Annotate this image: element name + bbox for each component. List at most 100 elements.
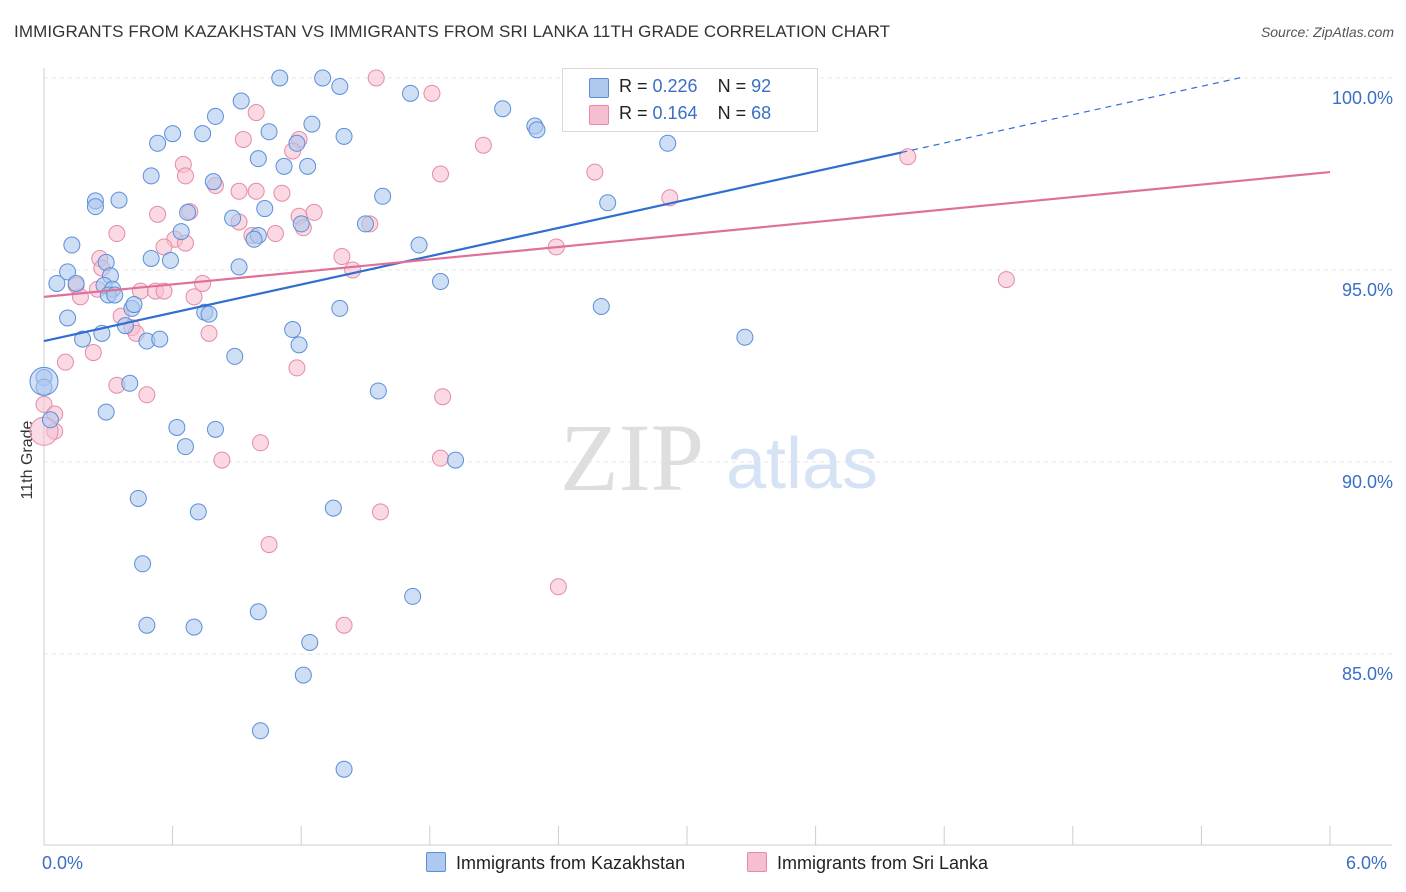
data-point-sri-lanka	[251, 434, 269, 452]
legend-n-value: 92	[751, 76, 772, 96]
data-point-kazakhstan	[331, 77, 349, 95]
data-point-kazakhstan	[284, 321, 302, 339]
trend-line-kazakhstan-extension	[901, 76, 1245, 154]
data-point-kazakhstan	[303, 115, 321, 133]
data-point-sri-lanka	[434, 388, 452, 406]
y-tick-label: 85.0%	[1342, 664, 1393, 684]
legend-r-value: 0.164	[652, 103, 698, 123]
data-point-kazakhstan	[206, 107, 224, 125]
data-point-kazakhstan	[331, 299, 349, 317]
data-point-kazakhstan	[179, 203, 197, 221]
data-point-sri-lanka	[288, 359, 306, 377]
data-point-kazakhstan	[301, 633, 319, 651]
data-point-sri-lanka	[194, 274, 212, 292]
data-point-kazakhstan	[249, 150, 267, 168]
gridlines	[44, 77, 1392, 655]
x-tick-label-min: 0.0%	[42, 853, 84, 873]
data-point-kazakhstan	[369, 382, 387, 400]
data-point-kazakhstan	[249, 603, 267, 621]
data-point-sri-lanka	[176, 167, 194, 185]
data-point-kazakhstan	[432, 273, 450, 291]
bottom-legend-swatch-sri-lanka	[747, 852, 767, 872]
data-point-kazakhstan	[292, 215, 310, 233]
data-point-kazakhstan	[63, 236, 81, 254]
data-point-kazakhstan	[59, 263, 77, 281]
data-point-sri-lanka	[997, 271, 1015, 289]
data-point-kazakhstan	[357, 215, 374, 233]
data-point-kazakhstan	[200, 305, 218, 323]
series-kazakhstan	[29, 69, 754, 778]
data-point-kazakhstan	[129, 489, 147, 507]
data-point-kazakhstan	[48, 274, 66, 292]
data-point-kazakhstan	[67, 274, 85, 292]
legend-n-label: N =	[717, 76, 752, 96]
data-point-kazakhstan	[194, 125, 212, 143]
data-point-kazakhstan	[164, 125, 182, 143]
data-point-kazakhstan	[251, 722, 269, 740]
data-point-sri-lanka	[549, 578, 567, 596]
data-point-kazakhstan	[138, 616, 156, 634]
data-point-kazakhstan	[324, 499, 342, 517]
data-point-sri-lanka	[335, 616, 353, 634]
x-tick-label-max: 6.0%	[1346, 853, 1388, 873]
source-credit: Source: ZipAtlas.com	[1260, 24, 1394, 40]
stats-legend: R = 0.226 N = 92 R = 0.164 N = 68	[562, 68, 818, 132]
data-point-kazakhstan	[116, 317, 134, 335]
legend-swatch-kazakhstan	[589, 78, 609, 98]
bottom-legend-label-kazakhstan: Immigrants from Kazakhstan	[456, 853, 686, 873]
y-tick-labels: 100.0% 95.0% 90.0% 85.0%	[1332, 88, 1393, 684]
data-point-kazakhstan	[528, 121, 546, 139]
y-tick-label: 95.0%	[1342, 280, 1393, 300]
data-point-sri-lanka	[138, 386, 156, 404]
data-point-sri-lanka	[333, 248, 351, 266]
watermark: ZIP atlas	[560, 404, 878, 511]
data-point-kazakhstan	[189, 503, 207, 521]
chart-title: IMMIGRANTS FROM KAZAKHSTAN VS IMMIGRANTS…	[14, 22, 891, 41]
data-point-kazakhstan	[206, 420, 224, 438]
data-point-sri-lanka	[149, 205, 167, 223]
data-point-kazakhstan	[176, 438, 194, 456]
data-point-kazakhstan	[335, 127, 353, 145]
data-point-kazakhstan	[185, 618, 203, 636]
data-point-kazakhstan	[41, 411, 59, 429]
trend-line-kazakhstan	[43, 151, 902, 343]
data-point-kazakhstan	[447, 451, 465, 469]
data-point-sri-lanka	[56, 353, 74, 371]
data-point-kazakhstan	[245, 230, 263, 248]
axes	[43, 68, 1392, 846]
data-point-sri-lanka	[35, 395, 53, 413]
data-point-sri-lanka	[185, 288, 203, 306]
y-tick-label: 90.0%	[1342, 472, 1393, 492]
trend-line-sri-lanka	[43, 170, 1331, 298]
data-point-sri-lanka	[586, 163, 604, 181]
watermark-atlas: atlas	[726, 424, 878, 504]
data-point-kazakhstan	[410, 236, 428, 254]
data-point-kazakhstan	[224, 209, 242, 227]
data-point-kazakhstan	[599, 194, 617, 212]
data-point-kazakhstan-cluster	[29, 366, 59, 396]
data-point-kazakhstan	[290, 336, 308, 354]
data-point-kazakhstan	[172, 223, 190, 241]
data-point-sri-lanka	[372, 503, 390, 521]
data-point-sri-lanka	[84, 344, 102, 362]
data-point-kazakhstan	[125, 296, 143, 314]
bottom-legend-swatch-kazakhstan	[426, 852, 446, 872]
data-point-kazakhstan	[299, 157, 317, 175]
data-point-kazakhstan	[97, 403, 115, 421]
data-point-kazakhstan	[288, 134, 306, 152]
trend-lines	[43, 76, 1331, 343]
bottom-legend-kazakhstan: Immigrants from Kazakhstan	[426, 852, 685, 874]
data-point-kazakhstan	[121, 374, 139, 392]
legend-r-value: 0.226	[652, 76, 698, 96]
data-point-kazakhstan	[142, 249, 160, 267]
data-point-kazakhstan	[494, 100, 512, 118]
data-point-kazakhstan	[230, 258, 248, 276]
watermark-zip: ZIP	[560, 404, 704, 511]
data-point-sri-lanka	[344, 261, 362, 279]
data-point-kazakhstan	[256, 200, 274, 218]
data-point-sri-lanka	[247, 104, 265, 122]
data-point-sri-lanka	[367, 69, 385, 87]
data-point-sri-lanka	[155, 282, 173, 300]
data-point-kazakhstan	[374, 187, 392, 205]
